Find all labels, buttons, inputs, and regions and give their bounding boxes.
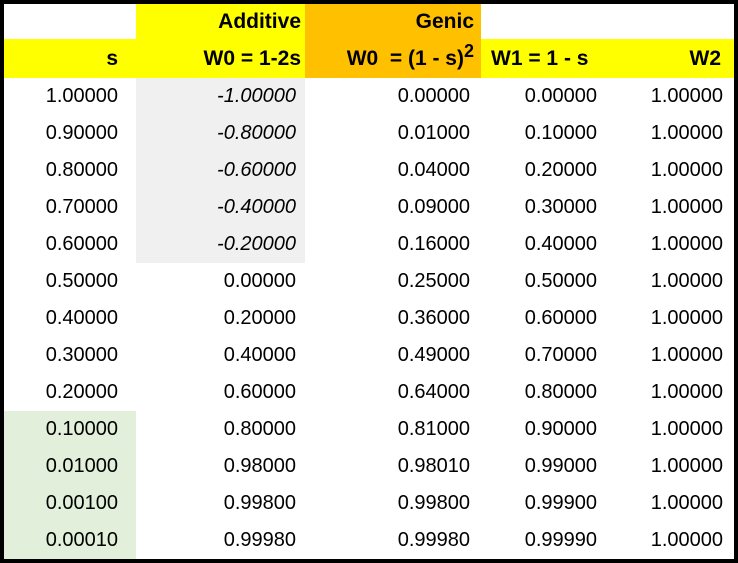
cell-w0_additive[interactable]: -0.60000 <box>136 152 305 189</box>
cell-w2[interactable]: 1.00000 <box>650 418 723 440</box>
cell-w1[interactable]: 0.60000 <box>524 307 597 329</box>
cell-w2[interactable]: 1.00000 <box>650 233 723 255</box>
cell-s[interactable]: 0.20000 <box>45 381 118 403</box>
formula-base: W0 = (1 - s) <box>346 46 464 70</box>
cell-w0_genic[interactable]: 0.16000 <box>397 233 470 255</box>
column-header-s[interactable]: s <box>4 39 136 78</box>
cell-w2[interactable]: 1.00000 <box>650 307 723 329</box>
cell-s[interactable]: 1.00000 <box>45 85 118 107</box>
cell-s[interactable]: 0.30000 <box>45 344 118 366</box>
cell-s[interactable]: 0.10000 <box>4 411 136 448</box>
blank-header-w2[interactable] <box>612 4 734 39</box>
cell-w1[interactable]: 0.30000 <box>524 196 597 218</box>
cell-w2[interactable]: 1.00000 <box>650 344 723 366</box>
additive-group-header[interactable]: Additive <box>136 4 305 39</box>
column-header-w0-genic[interactable]: W0 = (1 - s) 2 <box>305 39 481 78</box>
cell-w2[interactable]: 1.00000 <box>650 159 723 181</box>
cell-w0_additive[interactable]: -0.80000 <box>136 115 305 152</box>
cell-w0_additive[interactable]: 0.98000 <box>223 455 296 477</box>
cell-w1[interactable]: 0.00000 <box>524 85 597 107</box>
cell-w1[interactable]: 0.20000 <box>524 159 597 181</box>
cell-w0_additive[interactable]: 0.99800 <box>223 492 296 514</box>
cell-w1[interactable]: 0.40000 <box>524 233 597 255</box>
cell-w0_genic[interactable]: 0.49000 <box>397 344 470 366</box>
cell-s[interactable]: 0.50000 <box>45 270 118 292</box>
cell-w0_genic[interactable]: 0.98010 <box>397 455 470 477</box>
cell-w1[interactable]: 0.99900 <box>524 492 597 514</box>
genic-group-header[interactable]: Genic <box>305 4 481 39</box>
cell-w0_genic[interactable]: 0.01000 <box>397 122 470 144</box>
cell-s[interactable]: 0.01000 <box>4 448 136 485</box>
cell-s[interactable]: 0.90000 <box>45 122 118 144</box>
blank-header-w1[interactable] <box>481 4 612 39</box>
cell-w2[interactable]: 1.00000 <box>650 270 723 292</box>
cell-w2[interactable]: 1.00000 <box>650 529 723 551</box>
column-header-w1[interactable]: W1 = 1 - s <box>481 39 612 78</box>
cell-w0_additive[interactable]: 0.40000 <box>223 344 296 366</box>
cell-w0_additive[interactable]: -1.00000 <box>136 78 305 115</box>
column-header-w0-additive[interactable]: W0 = 1-2s <box>136 39 305 78</box>
cell-w1[interactable]: 0.10000 <box>524 122 597 144</box>
cell-w0_additive[interactable]: -0.40000 <box>136 189 305 226</box>
cell-w2[interactable]: 1.00000 <box>650 381 723 403</box>
cell-w0_genic[interactable]: 0.64000 <box>397 381 470 403</box>
cell-w0_genic[interactable]: 0.99800 <box>397 492 470 514</box>
cell-w2[interactable]: 1.00000 <box>650 122 723 144</box>
cell-s[interactable]: 0.80000 <box>45 159 118 181</box>
cell-w0_genic[interactable]: 0.99980 <box>397 529 470 551</box>
cell-w0_genic[interactable]: 0.81000 <box>397 418 470 440</box>
cell-w1[interactable]: 0.99000 <box>524 455 597 477</box>
column-header-w2[interactable]: W2 <box>612 39 734 78</box>
cell-w2[interactable]: 1.00000 <box>650 455 723 477</box>
cell-w0_genic[interactable]: 0.09000 <box>397 196 470 218</box>
cell-w0_genic[interactable]: 0.36000 <box>397 307 470 329</box>
cell-s[interactable]: 0.70000 <box>45 196 118 218</box>
corner-cell[interactable] <box>4 4 136 39</box>
cell-w0_additive[interactable]: 0.99980 <box>223 529 296 551</box>
cell-w0_additive[interactable]: 0.20000 <box>223 307 296 329</box>
cell-w2[interactable]: 1.00000 <box>650 85 723 107</box>
cell-w1[interactable]: 0.80000 <box>524 381 597 403</box>
cell-w0_genic[interactable]: 0.04000 <box>397 159 470 181</box>
cell-s[interactable]: 0.60000 <box>45 233 118 255</box>
cell-w0_additive[interactable]: 0.00000 <box>223 270 296 292</box>
cell-w1[interactable]: 0.99990 <box>524 529 597 551</box>
cell-s[interactable]: 0.40000 <box>45 307 118 329</box>
cell-w0_additive[interactable]: 0.60000 <box>223 381 296 403</box>
cell-w1[interactable]: 0.70000 <box>524 344 597 366</box>
cell-w1[interactable]: 0.90000 <box>524 418 597 440</box>
cell-w0_genic[interactable]: 0.25000 <box>397 270 470 292</box>
cell-w1[interactable]: 0.50000 <box>524 270 597 292</box>
cell-s[interactable]: 0.00100 <box>4 485 136 522</box>
cell-s[interactable]: 0.00010 <box>4 522 136 559</box>
cell-w2[interactable]: 1.00000 <box>650 196 723 218</box>
cell-w0_additive[interactable]: 0.80000 <box>223 418 296 440</box>
cell-w0_genic[interactable]: 0.00000 <box>397 85 470 107</box>
cell-w0_additive[interactable]: -0.20000 <box>136 226 305 263</box>
cell-w2[interactable]: 1.00000 <box>650 492 723 514</box>
superscript-2: 2 <box>463 40 474 61</box>
